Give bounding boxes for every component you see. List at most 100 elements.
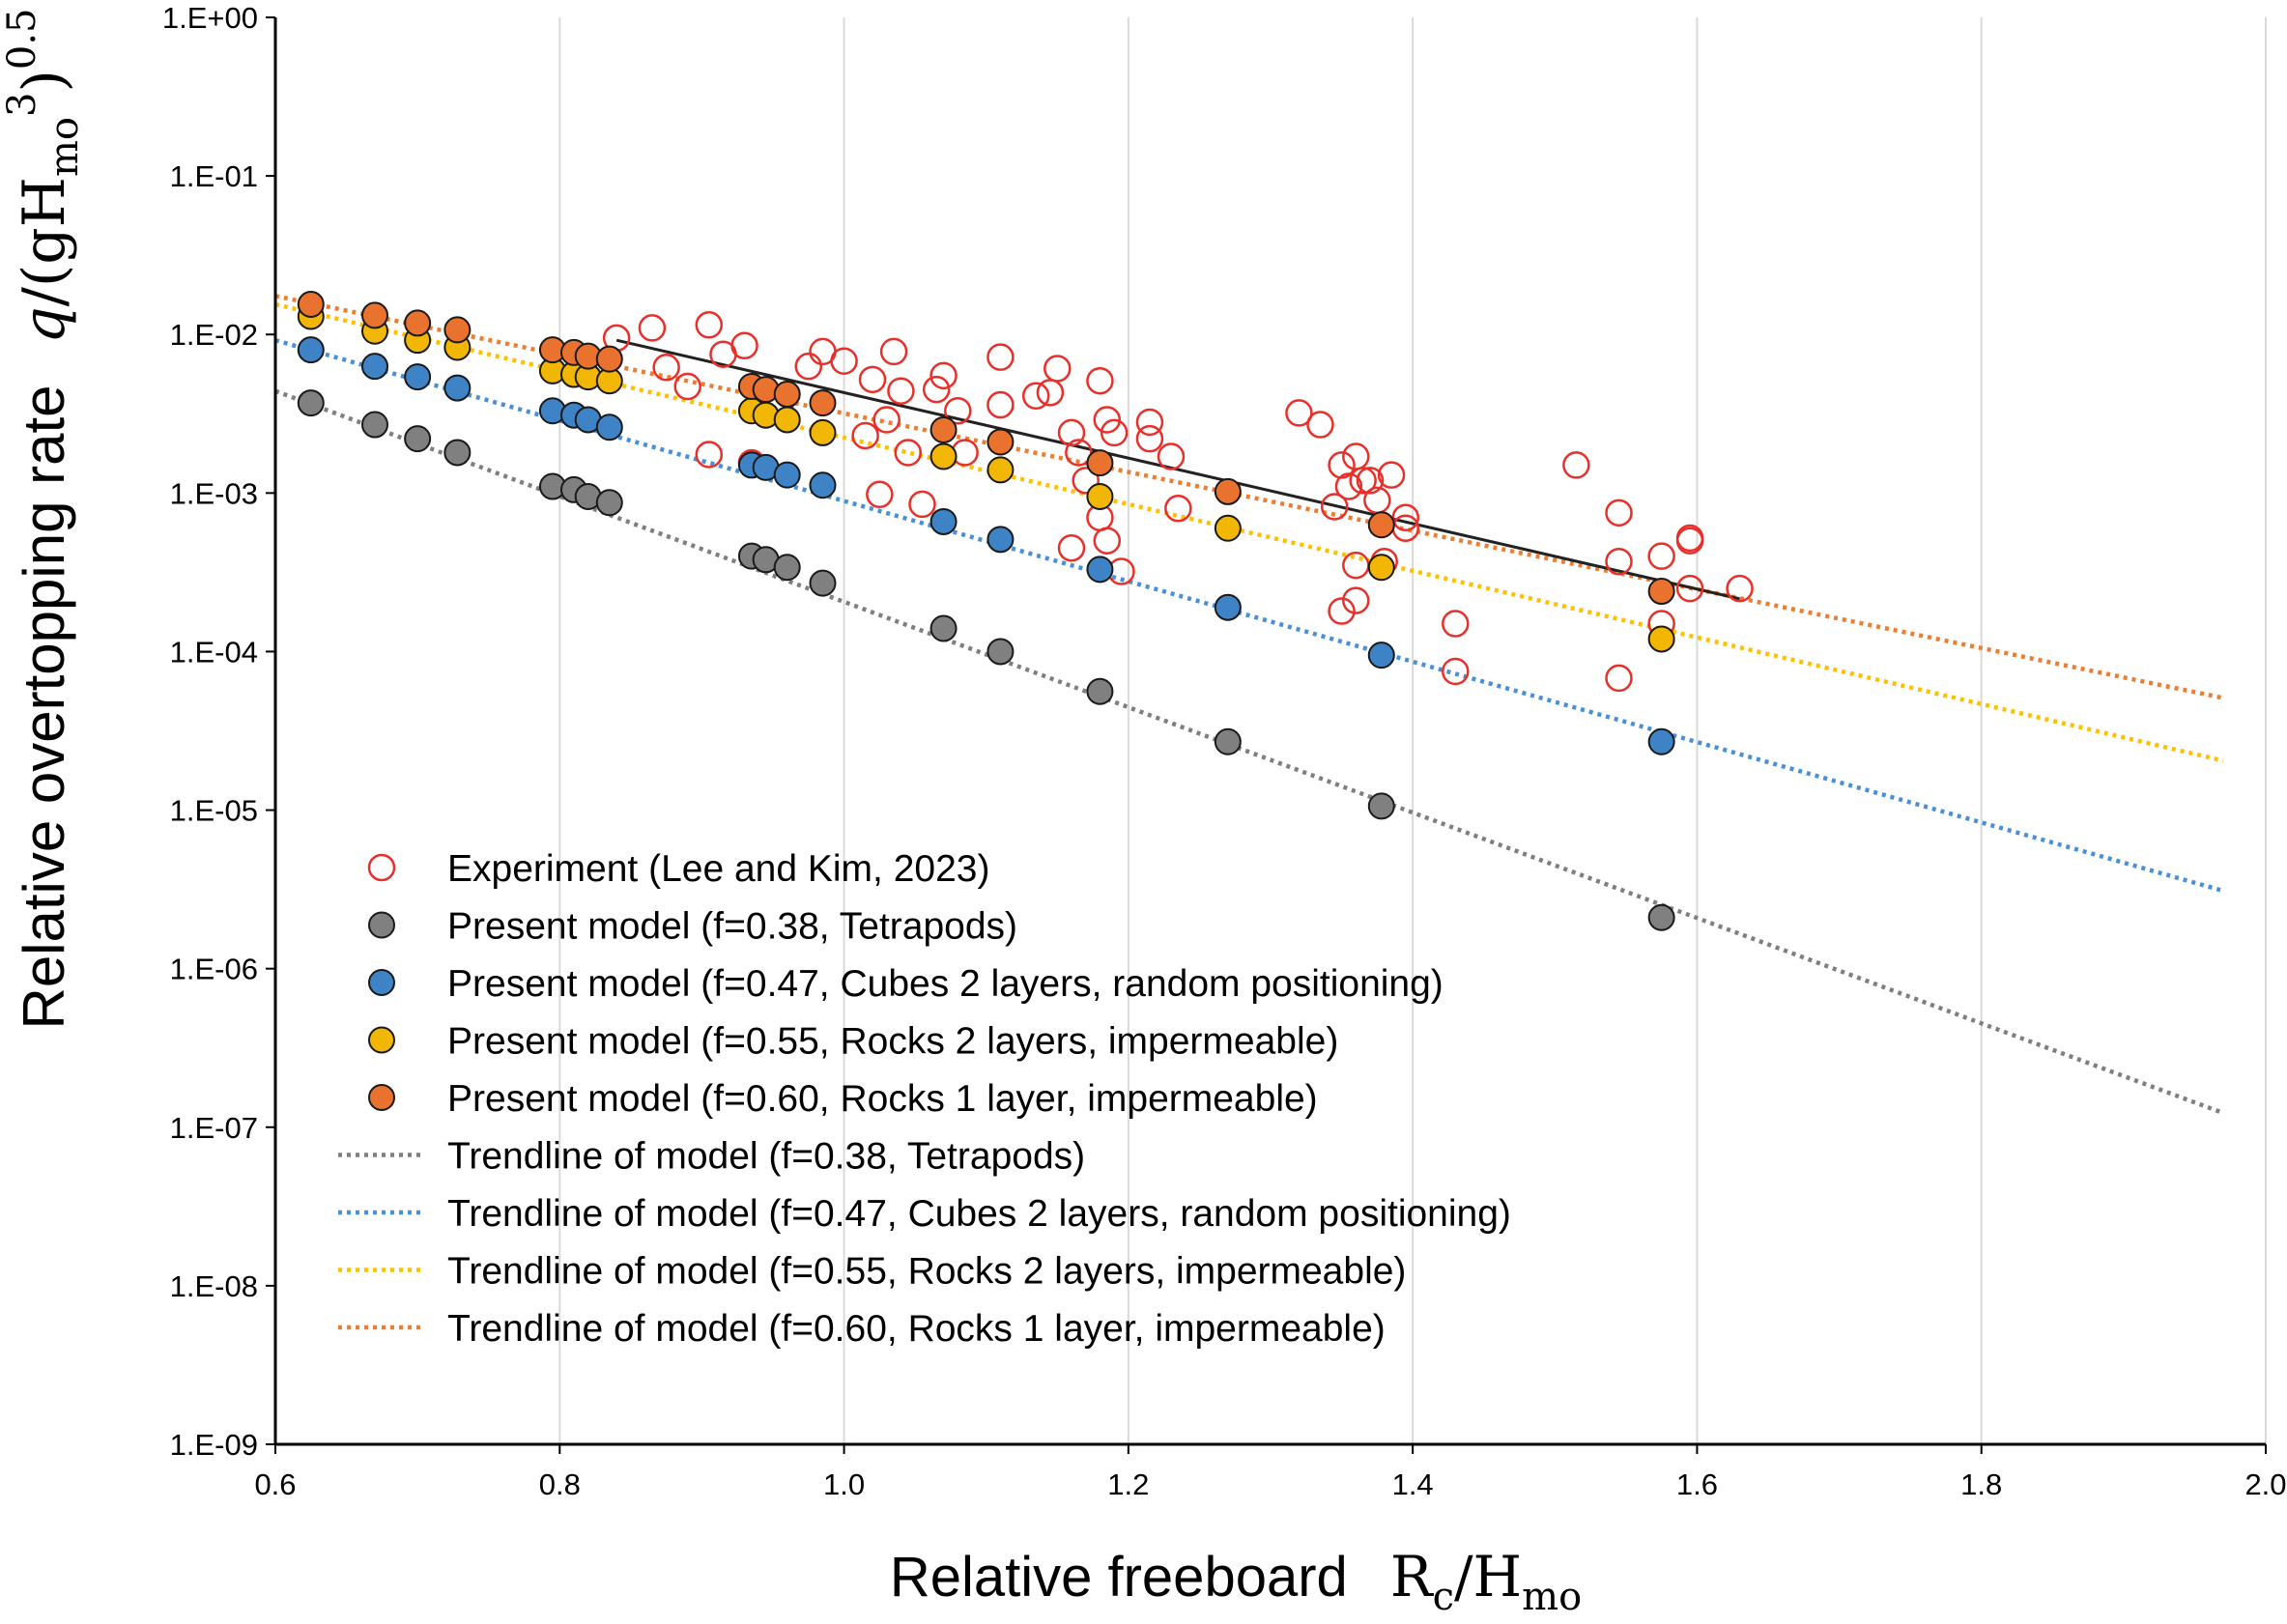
- point-experiment-lee-and-kim-2023: [1036, 379, 1065, 407]
- legend-label: Present model (f=0.47, Cubes 2 layers, r…: [447, 963, 1444, 1005]
- point-experiment-lee-and-kim-2023: [652, 354, 680, 382]
- point-present-model-f-0-38-tetrapods: [986, 638, 1015, 666]
- point-experiment-lee-and-kim-2023: [1562, 451, 1590, 479]
- point-present-model-f-0-55-rocks-2-layers-impermeable: [1086, 482, 1114, 510]
- point-experiment-lee-and-kim-2023: [879, 337, 908, 366]
- experiment-fit-line: [615, 338, 1740, 601]
- y-tick-label: 1.E-09: [170, 1428, 258, 1462]
- legend-swatch: [367, 853, 396, 882]
- legend-entry: Trendline of model (f=0.60, Rocks 1 laye…: [338, 1308, 1386, 1350]
- point-present-model-f-0-38-tetrapods: [595, 489, 623, 517]
- y-tick-label: 1.E-01: [170, 159, 258, 193]
- vertical-gridlines: [558, 17, 2267, 1444]
- legend-label: Present model (f=0.38, Tetrapods): [447, 906, 1017, 948]
- point-experiment-lee-and-kim-2023: [866, 480, 894, 509]
- point-present-model-f-0-47-cubes-2-layers-random-positioning: [297, 336, 325, 364]
- y-axis-title-text: Relative overtopping rate: [12, 385, 76, 1029]
- point-present-model-f-0-38-tetrapods: [443, 439, 472, 467]
- point-present-model-f-0-60-rocks-1-layer-impermeable: [404, 309, 432, 337]
- x-axis-title: Relative freeboard Rc/Hmo: [890, 1544, 1582, 1619]
- point-present-model-f-0-55-rocks-2-layers-impermeable: [773, 406, 801, 434]
- point-present-model-f-0-38-tetrapods: [1367, 792, 1395, 820]
- point-experiment-lee-and-kim-2023: [1057, 533, 1086, 562]
- point-experiment-lee-and-kim-2023: [1043, 355, 1072, 383]
- point-experiment-lee-and-kim-2023: [794, 352, 823, 381]
- point-present-model-f-0-60-rocks-1-layer-impermeable: [1214, 477, 1242, 505]
- point-experiment-lee-and-kim-2023: [1605, 499, 1633, 527]
- point-experiment-lee-and-kim-2023: [1021, 382, 1050, 411]
- legend-entry: Present model (f=0.47, Cubes 2 layers, r…: [368, 963, 1444, 1005]
- point-present-model-f-0-47-cubes-2-layers-random-positioning: [929, 507, 958, 535]
- point-experiment-lee-and-kim-2023: [1086, 366, 1114, 395]
- point-experiment-lee-and-kim-2023: [1164, 494, 1192, 523]
- point-experiment-lee-and-kim-2023: [1356, 467, 1385, 495]
- point-experiment-lee-and-kim-2023: [1342, 442, 1370, 470]
- y-tick-label: 1.E-06: [170, 953, 258, 986]
- point-experiment-lee-and-kim-2023: [887, 377, 915, 405]
- legend-entry: Trendline of model (f=0.55, Rocks 2 laye…: [338, 1251, 1406, 1293]
- point-present-model-f-0-60-rocks-1-layer-impermeable: [986, 428, 1015, 456]
- x-tick-label: 2.0: [2244, 1467, 2286, 1501]
- legend-entry: Trendline of model (f=0.38, Tetrapods): [338, 1136, 1085, 1178]
- point-experiment-lee-and-kim-2023: [1320, 493, 1349, 521]
- legend-entry: Present model (f=0.55, Rocks 2 layers, i…: [368, 1021, 1338, 1063]
- x-tick-label: 1.6: [1676, 1467, 1718, 1501]
- point-present-model-f-0-55-rocks-2-layers-impermeable: [1367, 554, 1395, 582]
- point-experiment-lee-and-kim-2023: [1647, 542, 1675, 570]
- axes: [266, 16, 2267, 1454]
- point-experiment-lee-and-kim-2023: [1328, 597, 1356, 625]
- point-experiment-lee-and-kim-2023: [929, 361, 958, 390]
- point-experiment-lee-and-kim-2023: [1605, 664, 1633, 693]
- point-present-model-f-0-47-cubes-2-layers-random-positioning: [443, 374, 472, 402]
- point-present-model-f-0-60-rocks-1-layer-impermeable: [773, 381, 801, 409]
- point-present-model-f-0-47-cubes-2-layers-random-positioning: [595, 413, 623, 442]
- point-experiment-lee-and-kim-2023: [1342, 586, 1370, 614]
- point-present-model-f-0-38-tetrapods: [404, 425, 432, 453]
- legend-entry: Trendline of model (f=0.47, Cubes 2 laye…: [338, 1193, 1511, 1235]
- legend-label: Trendline of model (f=0.47, Cubes 2 laye…: [447, 1193, 1511, 1235]
- point-present-model-f-0-47-cubes-2-layers-random-positioning: [1086, 556, 1114, 584]
- point-present-model-f-0-60-rocks-1-layer-impermeable: [1086, 449, 1114, 477]
- point-experiment-lee-and-kim-2023: [1605, 547, 1633, 576]
- point-experiment-lee-and-kim-2023: [1093, 527, 1122, 555]
- y-axis-title: Relative overtopping rate q/(gHmo3)0.5: [0, 8, 87, 1029]
- point-experiment-lee-and-kim-2023: [1093, 406, 1122, 434]
- x-tick-label: 0.6: [254, 1467, 296, 1501]
- point-experiment-lee-and-kim-2023: [894, 439, 923, 467]
- point-present-model-f-0-47-cubes-2-layers-random-positioning: [986, 526, 1015, 554]
- point-experiment-lee-and-kim-2023: [1072, 467, 1100, 495]
- legend-swatch: [368, 911, 395, 939]
- data-markers: [297, 290, 1754, 931]
- legend-label: Trendline of model (f=0.38, Tetrapods): [447, 1136, 1085, 1178]
- point-present-model-f-0-55-rocks-2-layers-impermeable: [929, 442, 958, 470]
- point-experiment-lee-and-kim-2023: [673, 372, 701, 401]
- point-experiment-lee-and-kim-2023: [1306, 411, 1334, 439]
- point-experiment-lee-and-kim-2023: [695, 441, 724, 469]
- legend-label: Experiment (Lee and Kim, 2023): [447, 848, 989, 890]
- point-present-model-f-0-60-rocks-1-layer-impermeable: [809, 389, 837, 417]
- point-present-model-f-0-38-tetrapods: [361, 411, 388, 439]
- point-experiment-lee-and-kim-2023: [638, 314, 667, 342]
- point-experiment-lee-and-kim-2023: [1675, 527, 1704, 555]
- point-present-model-f-0-47-cubes-2-layers-random-positioning: [1647, 727, 1675, 755]
- point-experiment-lee-and-kim-2023: [1675, 574, 1704, 603]
- point-experiment-lee-and-kim-2023: [730, 331, 758, 360]
- legend-label: Trendline of model (f=0.55, Rocks 2 laye…: [447, 1251, 1406, 1293]
- point-experiment-lee-and-kim-2023: [1285, 399, 1313, 427]
- x-axis-title-text: Relative freeboard: [890, 1546, 1348, 1609]
- point-present-model-f-0-55-rocks-2-layers-impermeable: [1214, 514, 1242, 542]
- legend-label: Present model (f=0.55, Rocks 2 layers, i…: [447, 1021, 1338, 1063]
- point-present-model-f-0-60-rocks-1-layer-impermeable: [1647, 578, 1675, 606]
- x-tick-label: 0.8: [539, 1467, 581, 1501]
- trendline-trendline-of-model-f-0-47-cubes-2-layers-random-positioning: [274, 337, 2224, 894]
- point-experiment-lee-and-kim-2023: [1157, 442, 1186, 470]
- point-present-model-f-0-47-cubes-2-layers-random-positioning: [361, 353, 388, 381]
- point-experiment-lee-and-kim-2023: [1442, 610, 1470, 638]
- point-experiment-lee-and-kim-2023: [1328, 451, 1356, 479]
- y-tick-label: 1.E-04: [170, 635, 258, 669]
- point-present-model-f-0-47-cubes-2-layers-random-positioning: [1214, 593, 1242, 621]
- legend-label: Present model (f=0.60, Rocks 1 layer, im…: [447, 1078, 1318, 1120]
- y-tick-label: 1.E-08: [170, 1269, 258, 1303]
- point-experiment-lee-and-kim-2023: [922, 375, 951, 404]
